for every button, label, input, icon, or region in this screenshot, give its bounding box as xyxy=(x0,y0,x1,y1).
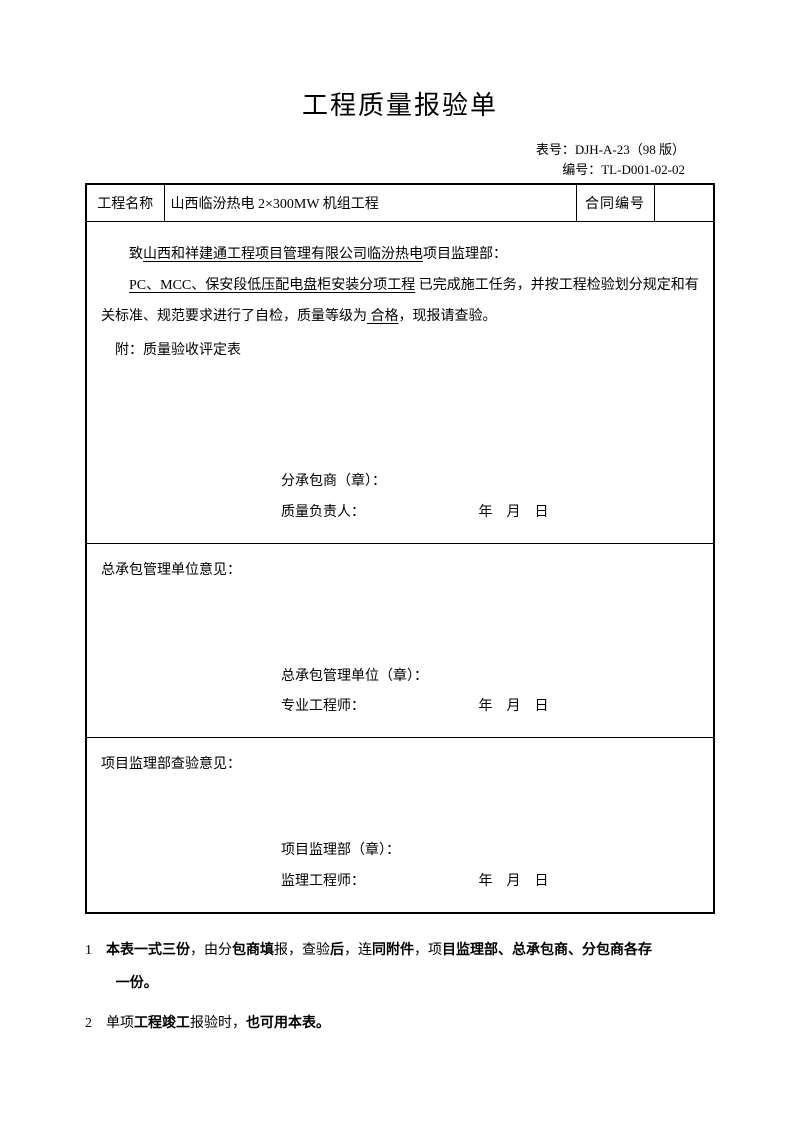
form-no: DJH-A-23（98 版） xyxy=(575,142,685,157)
supervisor-opinion: 项目监理部查验意见： 项目监理部（章）： 监理工程师： 年 月 日 xyxy=(86,738,714,913)
contract-no xyxy=(654,184,714,222)
date-field: 年 月 日 xyxy=(479,692,549,723)
table-row: 项目监理部查验意见： 项目监理部（章）： 监理工程师： 年 月 日 xyxy=(86,738,714,913)
item-end: ，现报请查验。 xyxy=(399,309,497,324)
header-meta: 表号：DJH-A-23（98 版） 编号：TL-D001-02-02 xyxy=(85,140,715,179)
grade: 合格 xyxy=(367,309,399,324)
contractor-opinion: 总承包管理单位意见： 总承包管理单位（章）： 专业工程师： 年 月 日 xyxy=(86,543,714,737)
to-prefix: 致 xyxy=(129,247,143,262)
note-1: 1 本表一式三份，由分包商填报，查验后，连同附件，项目监理部、总承包商、分包商各… xyxy=(85,934,715,1001)
date-field: 年 月 日 xyxy=(479,498,549,529)
contractor-unit-label: 总承包管理单位（章）： xyxy=(281,662,699,693)
table-row: 工程名称 山西临汾热电 2×300MW 机组工程 合同编号 xyxy=(86,184,714,222)
footer-notes: 1 本表一式三份，由分包商填报，查验后，连同附件，项目监理部、总承包商、分包商各… xyxy=(85,934,715,1041)
date-field: 年 月 日 xyxy=(479,867,549,898)
document-title: 工程质量报验单 xyxy=(85,85,715,122)
table-row: 总承包管理单位意见： 总承包管理单位（章）： 专业工程师： 年 月 日 xyxy=(86,543,714,737)
report-body: 致山西和祥建通工程项目管理有限公司临汾热电项目监理部： PC、MCC、保安段低压… xyxy=(86,222,714,544)
quality-lead-label: 质量负责人： xyxy=(281,505,365,520)
attach-text: 质量验收评定表 xyxy=(143,343,241,358)
attach-label: 附： xyxy=(115,343,143,358)
contractor-signature: 总承包管理单位（章）： 专业工程师： 年 月 日 xyxy=(101,662,699,724)
supervisor-engineer-label: 监理工程师： xyxy=(281,874,365,889)
engineer-label: 专业工程师： xyxy=(281,699,365,714)
subcontractor-signature: 分承包商（章）： 质量负责人： 年 月 日 xyxy=(101,467,699,529)
subcontractor-label: 分承包商（章）： xyxy=(281,467,699,498)
note-2: 2 单项工程竣工报验时，也可用本表。 xyxy=(85,1007,715,1041)
supervisor-signature: 项目监理部（章）： 监理工程师： 年 月 日 xyxy=(101,836,699,898)
serial-label: 编号 xyxy=(562,162,588,177)
supervisor-unit-label: 项目监理部（章）： xyxy=(281,836,699,867)
serial-no: TL-D001-02-02 xyxy=(601,162,685,177)
to-suffix: 项目监理部： xyxy=(423,247,507,262)
form-no-label: 表号 xyxy=(536,142,562,157)
supervisor-heading: 项目监理部查验意见： xyxy=(101,750,699,781)
item-name: PC、MCC、保安段低压配电盘柜安装分项工程 xyxy=(129,278,415,293)
contract-label: 合同编号 xyxy=(576,184,654,222)
to-name: 山西和祥建通工程项目管理有限公司临汾热电 xyxy=(143,247,423,262)
main-form-table: 工程名称 山西临汾热电 2×300MW 机组工程 合同编号 致山西和祥建通工程项… xyxy=(85,183,715,914)
project-name: 山西临汾热电 2×300MW 机组工程 xyxy=(164,184,576,222)
table-row: 致山西和祥建通工程项目管理有限公司临汾热电项目监理部： PC、MCC、保安段低压… xyxy=(86,222,714,544)
project-label: 工程名称 xyxy=(86,184,164,222)
contractor-heading: 总承包管理单位意见： xyxy=(101,556,699,587)
